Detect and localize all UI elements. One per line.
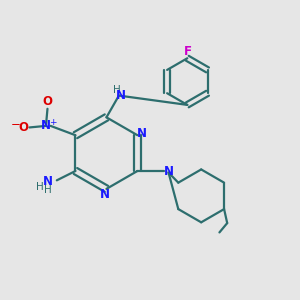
Text: F: F [184, 45, 192, 58]
Text: N: N [100, 188, 110, 201]
Text: N: N [137, 127, 147, 140]
Text: H: H [44, 185, 51, 195]
Text: O: O [43, 95, 52, 108]
Text: N: N [43, 176, 52, 188]
Text: N: N [41, 119, 51, 132]
Text: +: + [49, 118, 56, 127]
Text: O: O [19, 121, 29, 134]
Text: −: − [11, 118, 21, 131]
Text: H: H [36, 182, 44, 191]
Text: N: N [116, 89, 125, 102]
Text: H: H [112, 85, 120, 95]
Text: N: N [164, 165, 174, 178]
